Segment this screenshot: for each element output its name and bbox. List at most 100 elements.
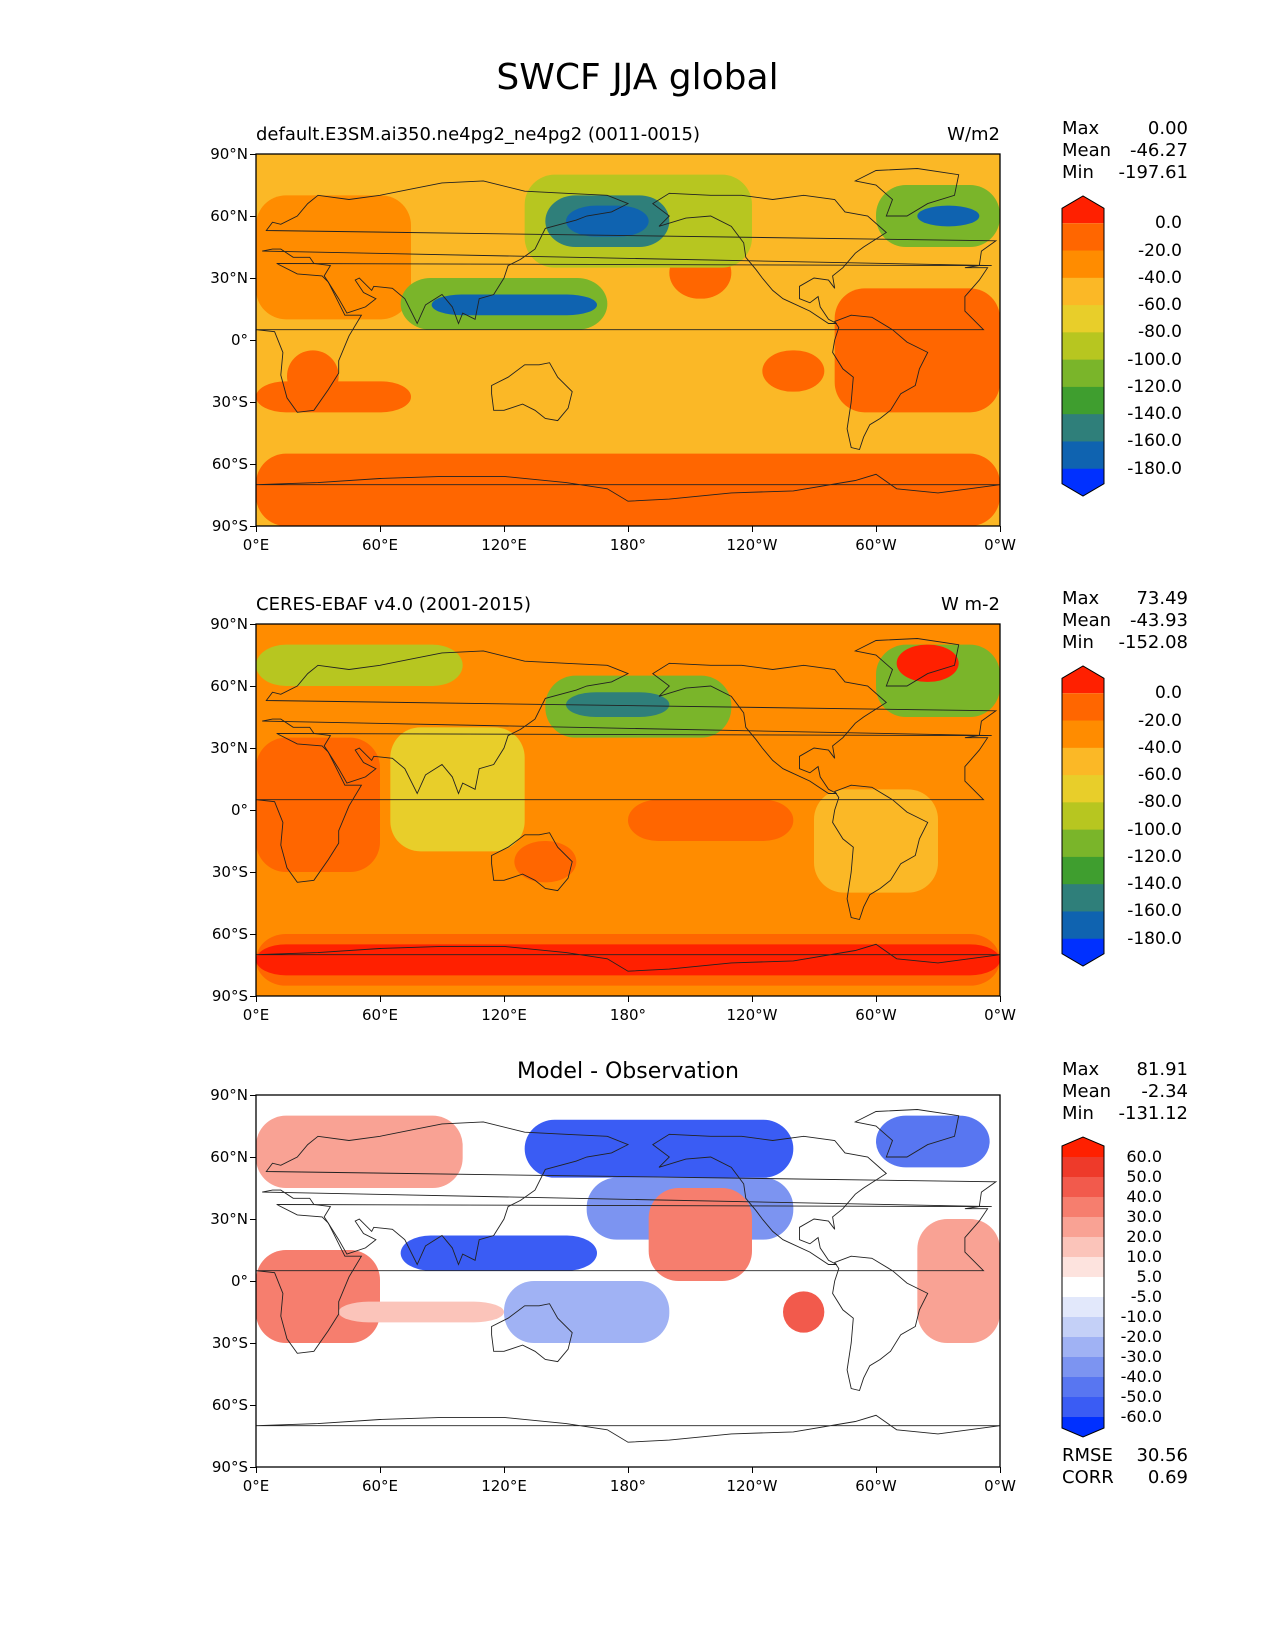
field-region [256, 644, 463, 686]
field-region [390, 727, 525, 852]
colorbar-segment [1062, 775, 1104, 803]
stat-label-min: Min [1062, 162, 1094, 183]
colorbar-tick-label: -20.0 [1138, 710, 1182, 731]
colorbar-tick-label: -30.0 [1120, 1347, 1162, 1366]
field-region [917, 1219, 1000, 1343]
stat-value-mean: -2.34 [1141, 1081, 1188, 1102]
colorbar-tick-label: -80.0 [1138, 322, 1182, 343]
y-tick-label: 0° [230, 801, 248, 819]
colorbar-extend-top [1062, 1137, 1104, 1157]
colorbar-segment [1062, 1277, 1104, 1298]
coastline [262, 1121, 998, 1266]
y-tick-label: 30°N [210, 739, 248, 757]
field-region [896, 644, 959, 682]
colorbar-tick-label: -60.0 [1138, 765, 1182, 786]
coastline [255, 733, 989, 883]
colorbar-tick-label: 0.0 [1154, 683, 1182, 704]
y-tick-label: 30°S [211, 1334, 248, 1352]
panel-left-title: default.E3SM.ai350.ne4pg2_ne4pg2 (0011-0… [256, 124, 701, 145]
colorbar-segment [1062, 1157, 1104, 1178]
colorbar-segment [1062, 829, 1104, 858]
colorbar-segment [1062, 693, 1104, 722]
colorbar-segment [1062, 720, 1104, 749]
colorbar-segment [1062, 1177, 1104, 1198]
y-tick-mark [250, 526, 256, 527]
colorbar-tick-label: -10.0 [1120, 1307, 1162, 1326]
colorbar-tick-label: -40.0 [1138, 737, 1182, 758]
colorbar-segment [1062, 277, 1104, 306]
coastline [262, 650, 998, 795]
coastline [853, 168, 960, 217]
stat-value-min: -131.12 [1118, 1103, 1188, 1124]
field-region [338, 1301, 504, 1323]
y-tick-mark [250, 1157, 256, 1158]
colorbar-extend-bottom [1062, 468, 1104, 496]
colorbar-segment [1062, 1377, 1104, 1398]
colorbar-tick-label: -40.0 [1120, 1367, 1162, 1386]
x-tick-mark [504, 1467, 505, 1473]
y-tick-label: 90°S [211, 1458, 248, 1476]
y-tick-mark [250, 1095, 256, 1096]
x-tick-mark [876, 996, 877, 1002]
coastline [262, 180, 998, 325]
field-region [566, 205, 649, 237]
y-tick-label: 90°N [210, 145, 248, 163]
x-tick-label: 60°E [361, 536, 399, 554]
colorbar-segment [1062, 1317, 1104, 1338]
stat-label-mean: Mean [1062, 610, 1112, 631]
colorbar-extend-bottom [1062, 1417, 1104, 1437]
colorbar-segment [1062, 1237, 1104, 1258]
coastline [255, 1204, 989, 1354]
colorbar-tick-label: -100.0 [1127, 819, 1182, 840]
colorbar-outline [1061, 665, 1105, 967]
colorbar-tick-label: 5.0 [1136, 1267, 1162, 1286]
coastline [652, 662, 888, 794]
field-region [814, 789, 938, 893]
y-tick-mark [250, 402, 256, 403]
y-tick-mark [250, 154, 256, 155]
x-tick-mark [752, 1467, 753, 1473]
field-region [256, 737, 380, 872]
y-tick-label: 30°N [210, 269, 248, 287]
x-tick-mark [628, 996, 629, 1002]
field-region [256, 453, 1000, 526]
y-tick-mark [250, 872, 256, 873]
field-region [783, 1291, 825, 1333]
field-region [256, 1250, 380, 1343]
colorbar-segment [1062, 1397, 1104, 1418]
x-tick-label: 60°W [855, 1006, 897, 1024]
stat-label-rmse: RMSE [1062, 1445, 1113, 1466]
coastline [491, 832, 573, 892]
colorbar-tick-label: -5.0 [1130, 1287, 1162, 1306]
colorbar-segment [1062, 414, 1104, 442]
colorbar-segment [1062, 1197, 1104, 1218]
colorbar-tick-label: 20.0 [1126, 1227, 1162, 1246]
y-tick-mark [250, 624, 256, 625]
field-region [628, 799, 794, 841]
field-region [431, 294, 597, 316]
x-tick-mark [256, 526, 257, 532]
field-region [256, 1115, 463, 1188]
colorbar-segment [1062, 747, 1104, 776]
colorbar-segment [1062, 441, 1104, 470]
colorbar-tick-label: -180.0 [1127, 458, 1182, 479]
x-tick-label: 180° [609, 1477, 647, 1495]
colorbar-tick-label: -60.0 [1120, 1407, 1162, 1426]
y-tick-mark [250, 1281, 256, 1282]
colorbar-segment [1062, 911, 1104, 940]
panel-center-title: Model - Observation [517, 1059, 739, 1084]
y-tick-label: 90°N [210, 1086, 248, 1104]
panel-units: W/m2 [947, 124, 1000, 145]
colorbar-segment [1062, 1337, 1104, 1358]
colorbar-outline [1061, 1136, 1105, 1438]
colorbar-tick-label: -160.0 [1127, 431, 1182, 452]
x-tick-mark [256, 996, 257, 1002]
colorbar-tick-label: -80.0 [1138, 792, 1182, 813]
figure-title: SWCF JJA global [496, 57, 779, 98]
x-tick-mark [876, 526, 877, 532]
colorbar-tick-label: -60.0 [1138, 295, 1182, 316]
x-tick-mark [380, 526, 381, 532]
colorbar-tick-label: -20.0 [1120, 1327, 1162, 1346]
colorbar [1061, 665, 1105, 967]
y-tick-mark [250, 1343, 256, 1344]
